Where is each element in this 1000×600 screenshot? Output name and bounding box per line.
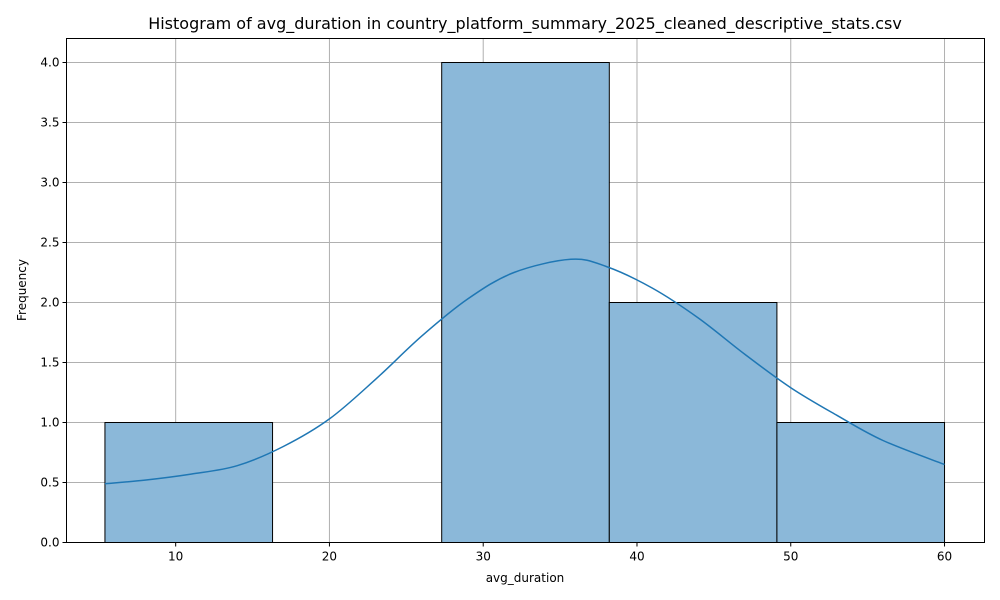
y-tick-label: 3.5 [40,116,59,130]
histogram-bar [608,302,778,543]
plot-frame [66,38,985,543]
x-axis-label: avg_duration [486,571,565,585]
y-tick-label: 2.0 [40,296,59,310]
histogram-bar [441,62,610,543]
x-tick-label: 10 [168,550,183,564]
y-axis-label: Frequency [15,259,29,321]
y-tick-label: 2.5 [40,236,59,250]
kde-line [104,258,945,485]
histogram-bar [104,422,274,543]
x-tick-label: 20 [322,550,337,564]
x-axis-ticks: 10 20 30 40 50 60 [168,542,952,564]
y-tick-label: 1.0 [40,416,59,430]
kde-curve [104,258,945,485]
x-tick-label: 50 [783,550,798,564]
histogram-bar [776,422,946,543]
y-tick-label: 3.0 [40,176,59,190]
x-tick-label: 40 [629,550,644,564]
y-tick-label: 0.5 [40,476,59,490]
y-tick-label: 4.0 [40,56,59,70]
y-tick-label: 1.5 [40,356,59,370]
histogram-bars [104,62,946,543]
y-axis-ticks: 0.0 0.5 1.0 1.5 2.0 2.5 3.0 3.5 4.0 [40,56,67,550]
x-tick-label: 30 [476,550,491,564]
x-tick-label: 60 [937,550,952,564]
y-tick-label: 0.0 [40,536,59,550]
chart-title: Histogram of avg_duration in country_pla… [148,14,902,34]
